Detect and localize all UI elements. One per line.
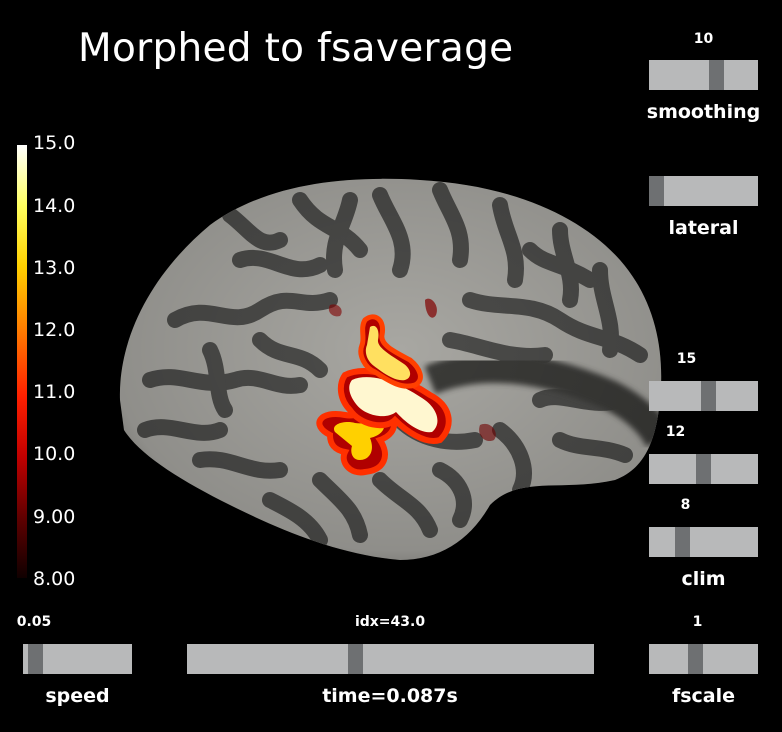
speed-label: speed — [45, 685, 110, 707]
colorbar-tick: 11.0 — [33, 381, 76, 403]
clim-mid-slider-thumb[interactable] — [696, 454, 711, 484]
speed-slider[interactable] — [23, 644, 132, 674]
colorbar-tick: 12.0 — [33, 319, 76, 341]
colorbar-tick: 10.0 — [33, 443, 76, 465]
smoothing-slider[interactable] — [649, 60, 758, 90]
view-label: lateral — [668, 217, 739, 239]
speed-value: 0.05 — [16, 614, 52, 630]
fscale-slider-thumb[interactable] — [688, 644, 703, 674]
view-slider-thumb[interactable] — [649, 176, 664, 206]
clim-mid-slider[interactable] — [649, 454, 758, 484]
colorbar — [17, 145, 27, 578]
time-label: time=0.087s — [322, 685, 458, 707]
time-slider[interactable] — [187, 644, 594, 674]
clim-high-slider-thumb[interactable] — [701, 381, 716, 411]
colorbar-tick: 8.00 — [33, 568, 76, 590]
fscale-value: 1 — [692, 614, 703, 630]
clim-mid-value: 12 — [665, 424, 686, 440]
colorbar-tick: 13.0 — [33, 257, 76, 279]
activation-overlay — [316, 298, 496, 476]
time-index-value: idx=43.0 — [354, 614, 426, 630]
smoothing-label: smoothing — [646, 101, 761, 123]
smoothing-slider-thumb[interactable] — [709, 60, 724, 90]
clim-low-value: 8 — [680, 497, 691, 513]
cortex — [119, 178, 662, 560]
clim-high-slider[interactable] — [649, 381, 758, 411]
clim-low-slider-thumb[interactable] — [675, 527, 690, 557]
smoothing-value: 10 — [693, 31, 714, 47]
clim-high-value: 15 — [676, 351, 697, 367]
colorbar-tick: 9.00 — [33, 506, 76, 528]
colorbar-tick: 14.0 — [33, 195, 76, 217]
clim-low-slider[interactable] — [649, 527, 758, 557]
time-slider-thumb[interactable] — [348, 644, 363, 674]
clim-label: clim — [681, 568, 726, 590]
view-slider[interactable] — [649, 176, 758, 206]
fscale-slider[interactable] — [649, 644, 758, 674]
fscale-label: fscale — [671, 685, 736, 707]
colorbar-tick: 15.0 — [33, 132, 76, 154]
speed-slider-thumb[interactable] — [28, 644, 43, 674]
plot-title: Morphed to fsaverage — [78, 26, 514, 71]
